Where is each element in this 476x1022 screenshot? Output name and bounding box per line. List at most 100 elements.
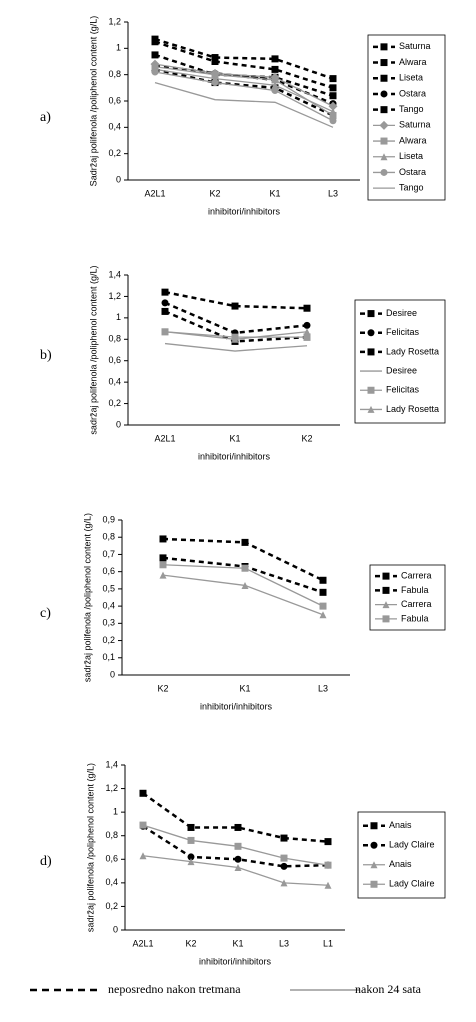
y-tick-label: 1,4: [105, 759, 118, 769]
legend-marker: [382, 615, 390, 623]
y-tick-label: 1,2: [108, 16, 121, 26]
legend-label: Alwara: [399, 135, 427, 145]
marker: [159, 571, 167, 579]
marker: [329, 92, 337, 100]
x-axis-label: inhibitori/inhibitors: [208, 206, 281, 216]
legend-label: Liseta: [399, 73, 423, 83]
panel-label: a): [40, 110, 51, 125]
legend-label: Liseta: [399, 151, 423, 161]
y-tick-label: 0,4: [105, 877, 118, 887]
footer-legend-label: nakon 24 sata: [355, 982, 422, 996]
marker: [151, 51, 159, 59]
y-tick-label: 0,9: [102, 514, 115, 524]
y-tick-label: 1: [113, 807, 118, 817]
legend-label: Desiree: [386, 308, 417, 318]
legend-box: [354, 299, 446, 424]
legend-label: Saturna: [399, 120, 431, 130]
x-tick-label: L3: [318, 683, 328, 693]
legend-label: Fabula: [401, 585, 429, 595]
marker: [139, 821, 147, 829]
x-tick-label: K1: [229, 433, 240, 443]
legend-marker: [382, 586, 390, 594]
y-axis-label: Sadržaj polifenola /poliphenol content (…: [88, 16, 98, 187]
y-tick-label: 0: [116, 419, 121, 429]
marker: [161, 288, 169, 296]
legend-marker: [380, 43, 388, 51]
legend-marker: [367, 348, 375, 356]
x-tick-label: L3: [279, 938, 289, 948]
marker: [271, 55, 279, 63]
series-line: [154, 64, 334, 105]
legend-label: Ostara: [399, 88, 426, 98]
y-tick-label: 0,6: [102, 566, 115, 576]
marker: [139, 852, 147, 860]
x-axis-label: inhibitori/inhibitors: [198, 451, 271, 461]
marker: [161, 307, 169, 315]
marker: [234, 842, 242, 850]
marker: [271, 65, 279, 73]
legend-label: Carrera: [401, 599, 432, 609]
y-tick-label: 0,2: [105, 901, 118, 911]
marker: [319, 588, 327, 596]
marker: [303, 321, 311, 329]
y-tick-label: 0,4: [108, 122, 121, 132]
marker: [161, 299, 169, 307]
marker: [280, 834, 288, 842]
legend-marker: [380, 59, 388, 67]
marker: [211, 58, 219, 65]
marker: [151, 68, 159, 76]
panel-label: c): [40, 606, 51, 621]
legend-marker: [382, 601, 390, 609]
legend-label: Fabula: [401, 613, 429, 623]
y-tick-label: 0,7: [102, 549, 115, 559]
marker: [303, 328, 311, 336]
series-line: [154, 71, 334, 122]
series-line: [164, 342, 308, 352]
footer-legend-label: neposredno nakon tretmana: [108, 982, 241, 996]
marker: [324, 838, 332, 846]
series-line: [154, 81, 334, 128]
marker: [159, 554, 167, 562]
y-axis-label: sadržaj polifenola /poliphenol content (…: [82, 513, 92, 682]
series-line: [154, 63, 334, 107]
legend-marker: [380, 74, 388, 82]
x-tick-label: A2L1: [154, 433, 175, 443]
marker: [211, 71, 219, 79]
marker: [328, 101, 338, 111]
y-tick-label: 0,6: [108, 355, 121, 365]
legend-marker: [379, 120, 389, 130]
x-tick-label: K2: [301, 433, 312, 443]
marker: [234, 855, 242, 863]
marker: [211, 79, 219, 87]
marker: [271, 81, 279, 89]
y-tick-label: 0: [116, 174, 121, 184]
y-tick-label: 0,2: [108, 148, 121, 158]
marker: [329, 111, 337, 119]
marker: [159, 535, 167, 543]
y-tick-label: 0: [110, 669, 115, 679]
marker: [161, 328, 169, 336]
y-tick-label: 1: [116, 43, 121, 53]
legend-label: Tango: [399, 104, 424, 114]
legend-box: [357, 811, 446, 899]
legend-label: Ostara: [399, 167, 426, 177]
series-line: [142, 825, 329, 868]
legend-marker: [367, 310, 375, 318]
legend-label: Lady Claire: [389, 879, 435, 889]
legend-marker: [367, 405, 375, 413]
marker: [303, 304, 311, 312]
marker: [280, 854, 288, 862]
x-tick-label: K2: [185, 938, 196, 948]
series-line: [154, 68, 334, 117]
legend-marker: [380, 137, 388, 145]
legend-label: Lady Rosetta: [386, 346, 439, 356]
y-axis-label: sadržaj polifenola /poliphenol content (…: [85, 763, 95, 932]
legend-marker: [367, 386, 375, 394]
legend-label: Anais: [389, 820, 412, 830]
x-tick-label: A2L1: [132, 938, 153, 948]
x-tick-label: K1: [239, 683, 250, 693]
marker: [271, 86, 279, 94]
y-tick-label: 0,8: [105, 830, 118, 840]
legend-label: Desiree: [386, 365, 417, 375]
